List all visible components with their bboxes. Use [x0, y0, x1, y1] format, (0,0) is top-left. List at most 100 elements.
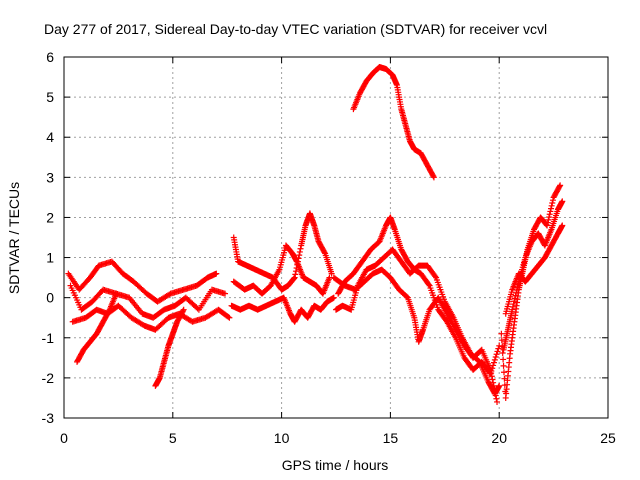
data-point: [430, 174, 437, 181]
x-tick-label: 10: [274, 430, 290, 446]
data-point: [544, 222, 551, 229]
data-point: [489, 376, 496, 383]
data-point: [512, 292, 519, 299]
series-trace-4: [74, 290, 120, 365]
data-point: [222, 290, 229, 297]
data-point: [500, 362, 507, 369]
data-point: [490, 382, 497, 389]
data-point: [492, 354, 499, 361]
data-point: [488, 370, 495, 377]
data-point: [490, 359, 497, 366]
y-tick-label: 2: [46, 209, 54, 225]
data-point: [513, 289, 520, 296]
data-points: [65, 64, 566, 405]
y-tick-label: 5: [46, 89, 54, 105]
data-point: [225, 313, 232, 320]
data-point: [491, 356, 498, 363]
data-point: [328, 270, 335, 277]
series-trace-14: [500, 198, 566, 353]
data-point: [496, 342, 503, 349]
data-point: [493, 395, 500, 402]
data-point: [494, 348, 501, 355]
data-point: [432, 273, 439, 280]
data-point: [166, 291, 173, 298]
data-point: [494, 398, 501, 405]
x-tick-label: 5: [169, 430, 177, 446]
data-point: [291, 274, 298, 281]
x-axis-title: GPS time / hours: [282, 457, 389, 473]
y-tick-label: 0: [46, 290, 54, 306]
data-point: [180, 307, 187, 314]
data-point: [291, 275, 298, 282]
x-tick-label: 0: [60, 430, 68, 446]
data-point: [213, 270, 220, 277]
data-point: [547, 208, 554, 215]
data-point: [556, 183, 563, 190]
data-point: [500, 356, 507, 363]
series-trace-6: [230, 210, 335, 293]
y-tick-label: 3: [46, 169, 54, 185]
data-point: [544, 219, 551, 226]
data-point: [330, 294, 337, 301]
y-tick-label: 4: [46, 129, 54, 145]
plot-border: [63, 56, 609, 419]
series-trace-11: [330, 266, 501, 405]
data-point: [509, 303, 516, 310]
data-point: [425, 281, 432, 288]
data-point: [545, 216, 552, 223]
data-point: [498, 330, 505, 337]
data-point: [559, 198, 566, 205]
data-point: [547, 205, 554, 212]
data-point: [511, 298, 518, 305]
data-point: [321, 249, 328, 256]
data-point: [194, 305, 201, 312]
data-point: [546, 211, 553, 218]
data-point: [488, 373, 495, 380]
data-point: [549, 200, 556, 207]
data-point: [296, 252, 303, 259]
x-tick-label: 15: [383, 430, 399, 446]
data-point: [559, 222, 566, 229]
y-tick-label: -3: [42, 410, 55, 426]
grid: [64, 57, 608, 418]
data-point: [106, 307, 113, 314]
data-point: [510, 301, 517, 308]
data-point: [499, 350, 506, 357]
data-point: [490, 379, 497, 386]
chart-title: Day 277 of 2017, Sidereal Day-to-day VTE…: [44, 21, 547, 37]
y-tick-label: 1: [46, 250, 54, 266]
data-point: [548, 202, 555, 209]
data-point: [491, 386, 498, 393]
y-tick-label: -1: [42, 330, 55, 346]
data-point: [549, 197, 556, 204]
series-trace-1: [65, 258, 220, 305]
data-point: [296, 248, 303, 255]
series-trace-5: [152, 306, 187, 389]
data-point: [292, 271, 299, 278]
y-axis-title: SDTVAR / TECUs: [6, 182, 22, 294]
series-trace-7: [228, 294, 337, 325]
data-point: [113, 290, 120, 297]
data-point: [297, 245, 304, 252]
data-point: [546, 214, 553, 221]
data-point: [430, 173, 437, 180]
series-trace-8: [230, 242, 333, 297]
data-point: [492, 389, 499, 396]
data-point: [557, 182, 564, 189]
data-point: [511, 295, 518, 302]
series-trace-15: [502, 222, 566, 317]
x-tick-label: 25: [600, 430, 616, 446]
data-point: [226, 314, 233, 321]
data-point: [509, 306, 516, 313]
data-point: [514, 284, 521, 291]
y-tick-label: 6: [46, 49, 54, 65]
data-point: [495, 345, 502, 352]
series-trace-12: [350, 64, 437, 181]
data-point: [493, 351, 500, 358]
data-point: [496, 382, 503, 389]
data-point: [500, 369, 507, 376]
data-point: [492, 392, 499, 399]
data-point: [487, 366, 494, 373]
data-point: [501, 375, 508, 382]
